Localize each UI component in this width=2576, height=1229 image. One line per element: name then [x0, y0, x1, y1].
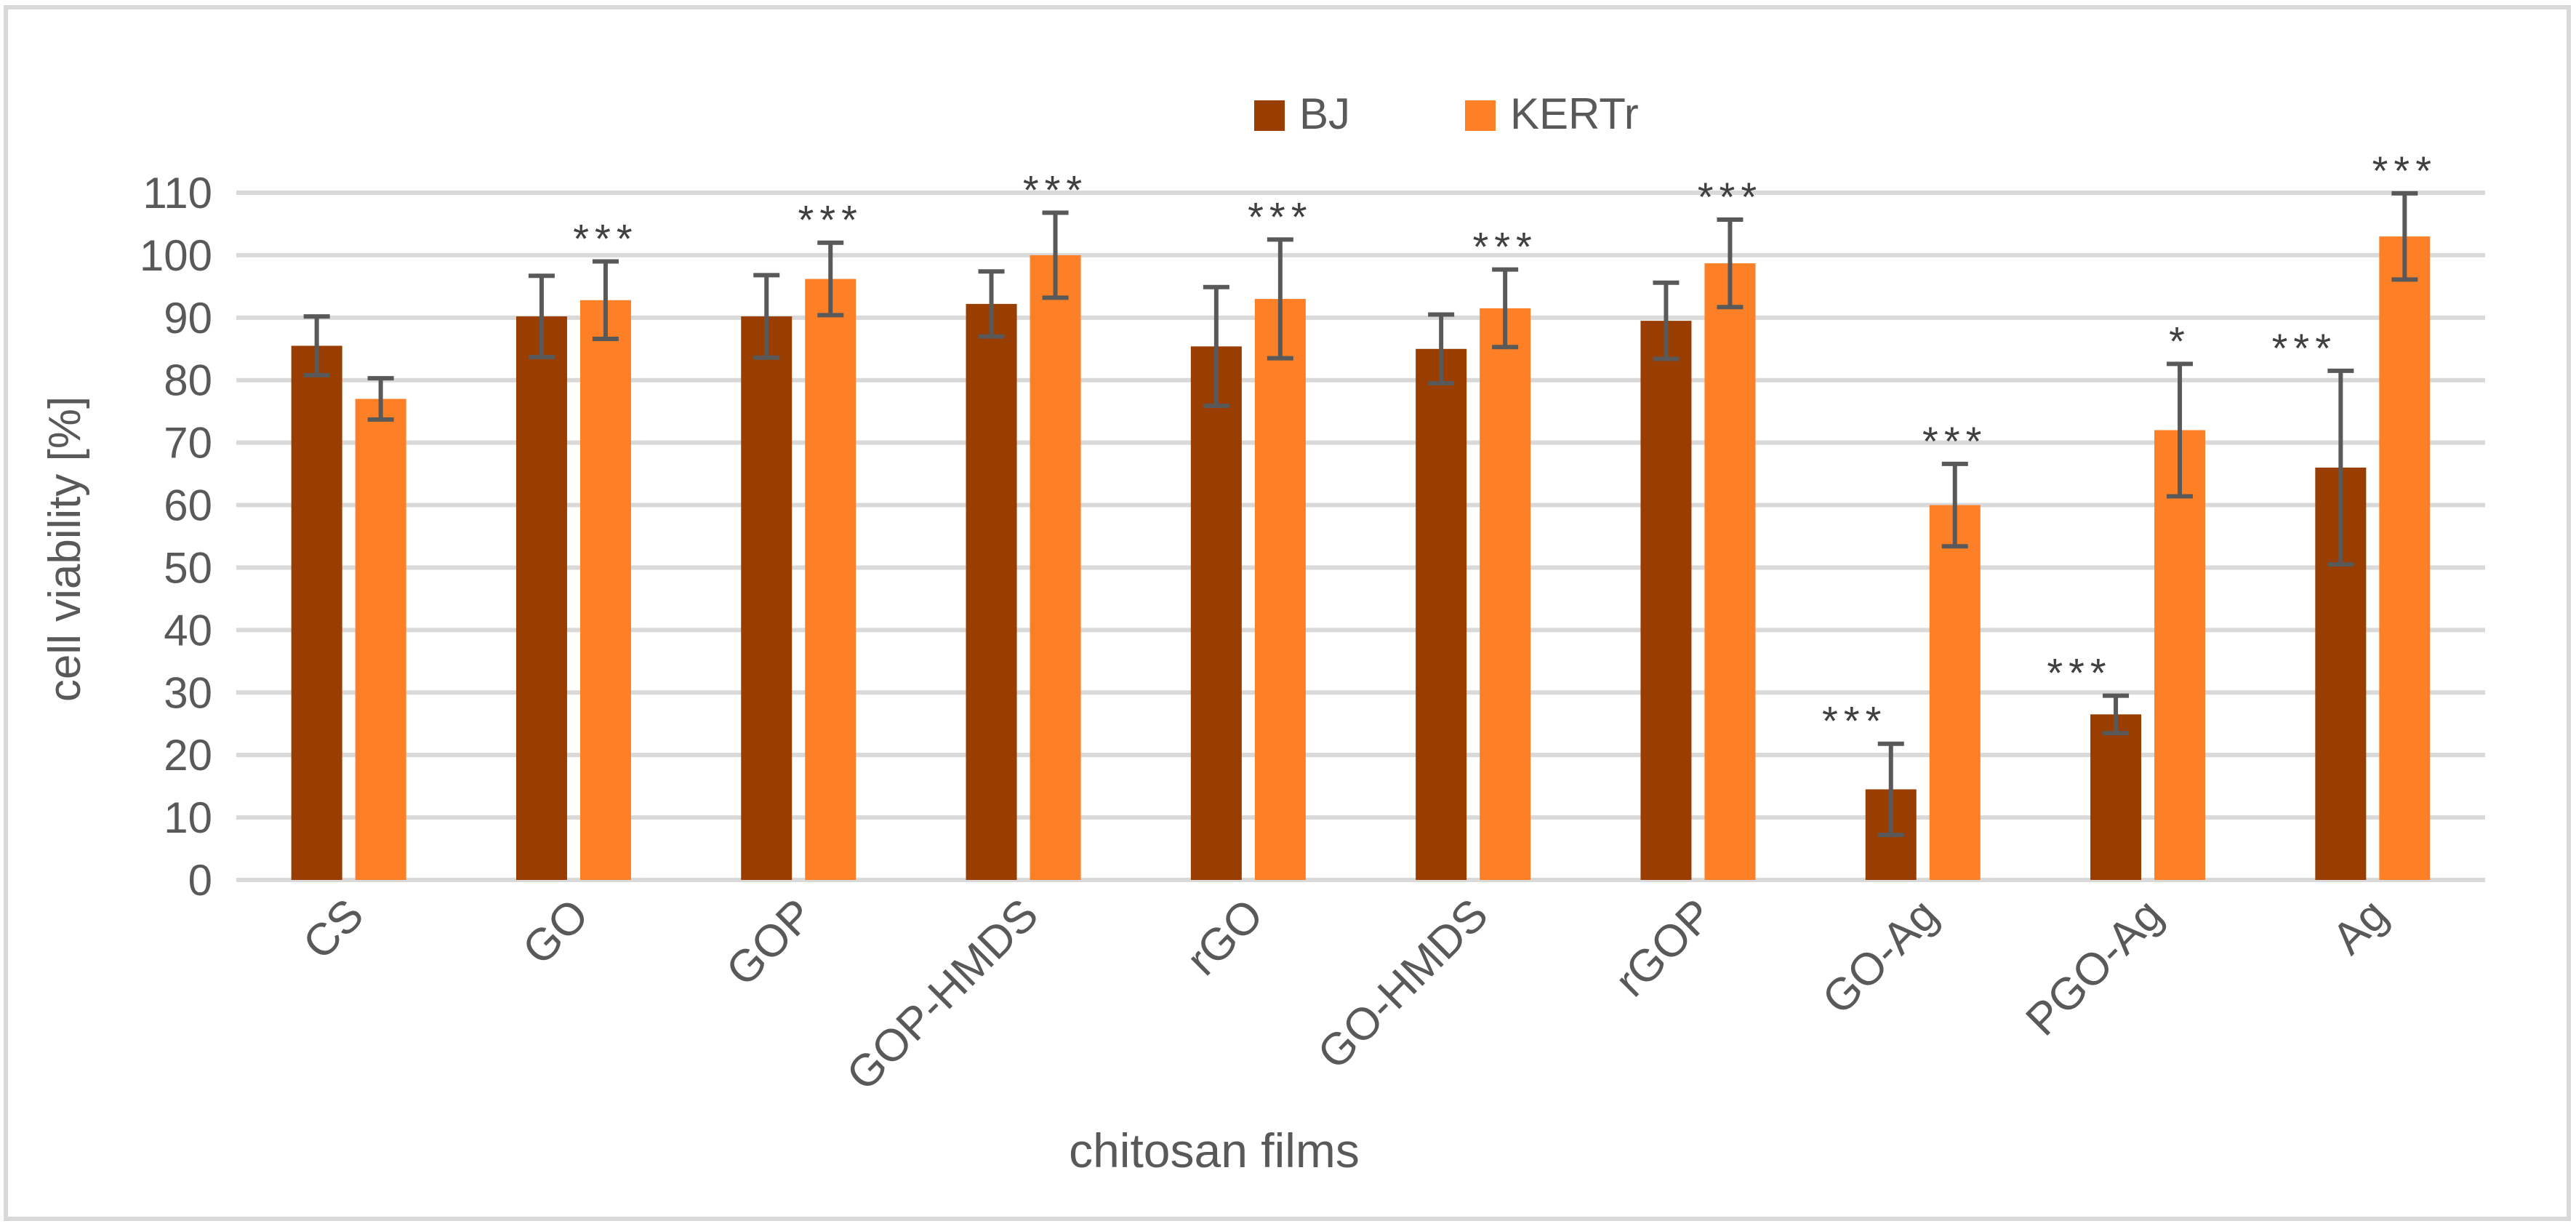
legend-label-bj: BJ — [1299, 89, 1350, 138]
significance-label: *** — [1023, 167, 1088, 212]
significance-label: * — [2169, 318, 2191, 364]
bar-kertr-go — [579, 300, 631, 880]
y-axis-ticks: 0 10 20 30 40 50 60 70 80 90 100 110 — [140, 169, 212, 905]
bar-kertr-rgo — [1254, 299, 1306, 881]
legend: BJ KERTr — [1254, 89, 1639, 138]
bar-kertr-rgop — [1704, 263, 1756, 880]
y-axis-title: cell viability [%] — [40, 396, 90, 702]
legend-swatch-bj — [1254, 100, 1285, 131]
significance-label: *** — [1922, 418, 1987, 464]
bar-kertr-go-ag — [1929, 505, 1981, 880]
y-tick-label: 20 — [164, 731, 212, 780]
y-tick-label: 110 — [143, 169, 212, 217]
bar-bj-rgo — [1190, 346, 1242, 880]
significance-label: *** — [2047, 650, 2111, 696]
significance-label: *** — [1472, 224, 1537, 270]
bar-bj-pgo-ag — [2090, 714, 2142, 880]
y-tick-label: 80 — [164, 356, 212, 405]
legend-label-kertr: KERTr — [1510, 89, 1639, 138]
y-tick-label: 100 — [140, 231, 212, 280]
y-tick-label: 10 — [164, 793, 212, 842]
bar-kertr-gop — [805, 279, 856, 880]
significance-label: *** — [573, 216, 638, 262]
bar-kertr-gop-hmds — [1030, 255, 1081, 881]
y-tick-label: 40 — [164, 606, 212, 654]
x-axis-title: chitosan films — [1069, 1124, 1360, 1177]
bar-bj-go — [515, 316, 567, 881]
bar-bj-gop-hmds — [966, 303, 1017, 880]
significance-label: *** — [1822, 698, 1887, 744]
bar-kertr-go-hmds — [1480, 308, 1531, 880]
significance-label: *** — [798, 197, 863, 243]
bar-kertr-ag — [2379, 236, 2431, 880]
bar-bj-cs — [291, 345, 342, 880]
legend-swatch-kertr — [1465, 100, 1496, 131]
bar-bj-gop — [741, 316, 793, 881]
bar-kertr-pgo-ag — [2154, 430, 2206, 880]
bar-kertr-cs — [355, 399, 406, 880]
y-tick-label: 30 — [164, 668, 212, 717]
significance-label: *** — [1698, 174, 1762, 220]
error-bars — [303, 191, 2418, 838]
y-tick-label: 60 — [164, 481, 212, 530]
bars — [291, 236, 2431, 881]
significance-label: *** — [2272, 325, 2337, 371]
y-tick-label: 0 — [188, 856, 212, 905]
y-tick-label: 70 — [164, 419, 212, 468]
y-tick-label: 90 — [164, 294, 212, 343]
significance-label: *** — [1248, 193, 1312, 239]
significance-labels: *** ************************* ****** — [573, 148, 2437, 744]
y-tick-label: 50 — [164, 543, 212, 592]
bar-bj-rgop — [1640, 321, 1692, 880]
significance-label: *** — [2372, 148, 2437, 193]
bar-bj-go-hmds — [1416, 348, 1467, 881]
